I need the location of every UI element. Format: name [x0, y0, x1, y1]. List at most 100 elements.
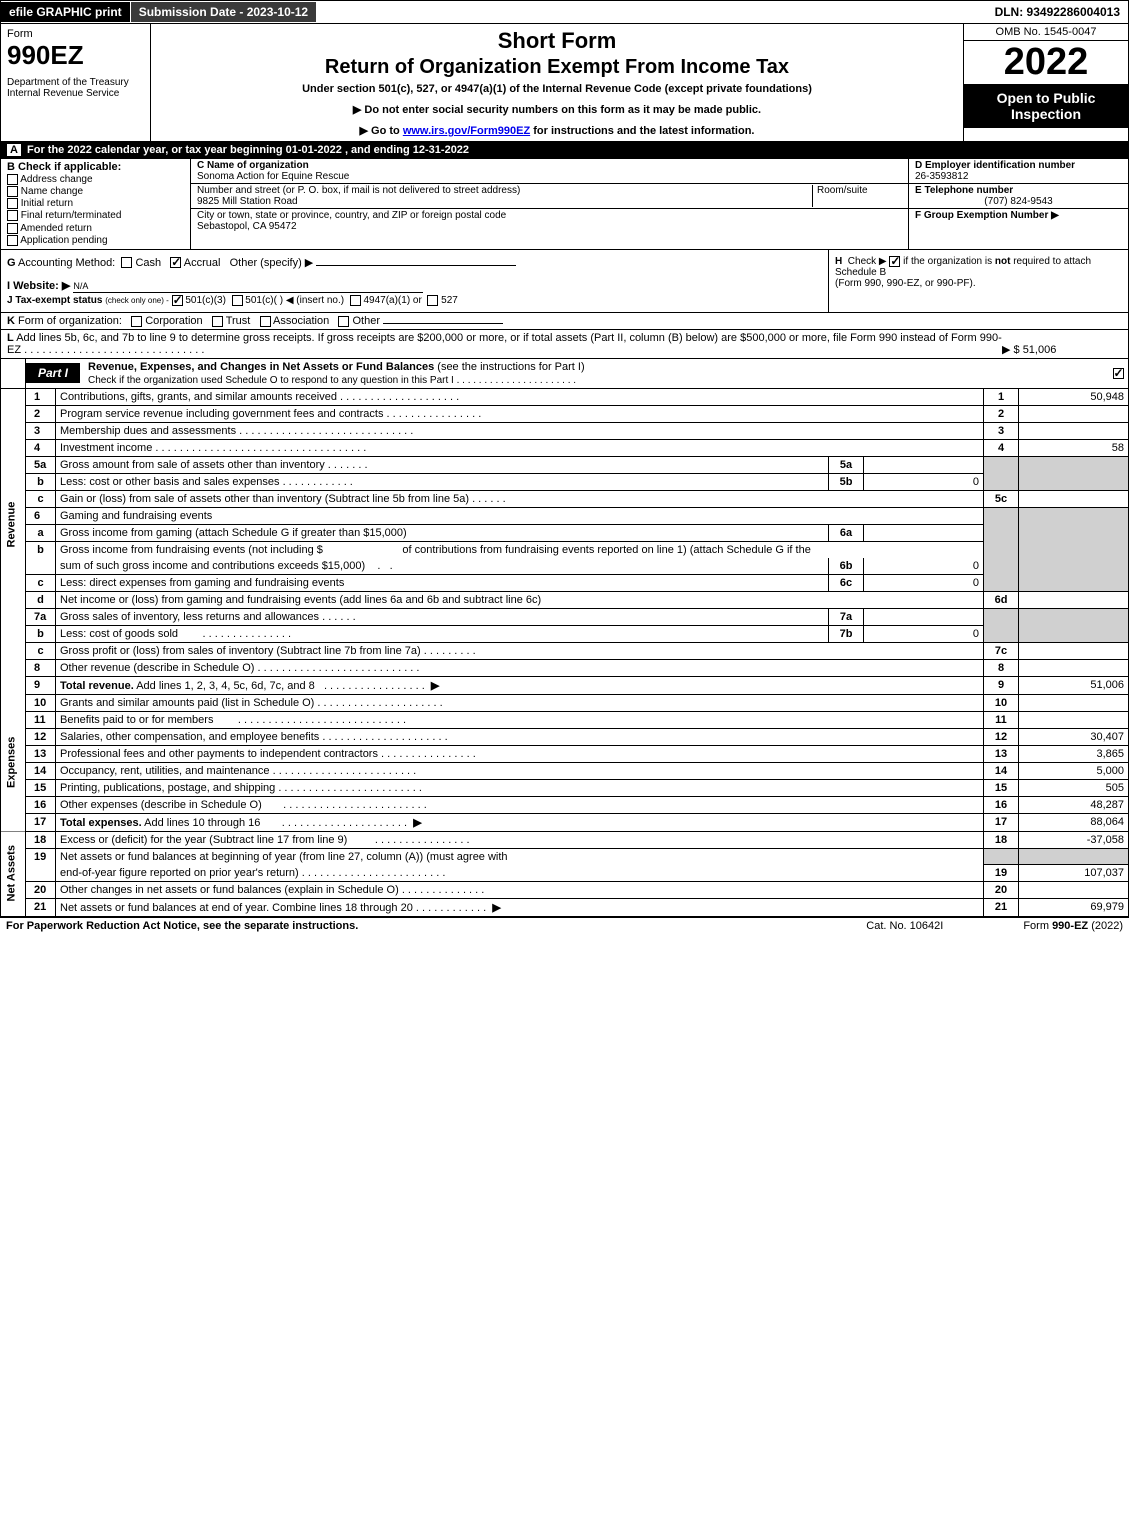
g-text: Accounting Method:	[18, 257, 115, 269]
c-city-label: City or town, state or province, country…	[197, 210, 506, 221]
form-title: Return of Organization Exempt From Incom…	[159, 56, 955, 79]
part-i-sub: Check if the organization used Schedule …	[88, 375, 454, 386]
efile-label[interactable]: efile GRAPHIC print	[1, 2, 130, 22]
footer-cat: Cat. No. 10642I	[866, 920, 943, 932]
header-right: OMB No. 1545-0047 2022 Open to Public In…	[963, 24, 1128, 141]
row-6b-2: sum of such gross income and contributio…	[1, 558, 1129, 575]
chk-501c3[interactable]	[172, 295, 183, 306]
row-10: Expenses 10 Grants and similar amounts p…	[1, 694, 1129, 711]
part-i-note: (see the instructions for Part I)	[437, 361, 584, 373]
part-i-header: Part I Revenue, Expenses, and Changes in…	[0, 359, 1129, 389]
dept-label: Department of the Treasury Internal Reve…	[7, 77, 144, 99]
section-gh: G Accounting Method: Cash Accrual Other …	[0, 250, 1129, 313]
header-center: Short Form Return of Organization Exempt…	[151, 24, 963, 141]
irs-link[interactable]: www.irs.gov/Form990EZ	[403, 125, 530, 137]
part-i-title: Revenue, Expenses, and Changes in Net As…	[88, 361, 434, 373]
row-19a: 19 Net assets or fund balances at beginn…	[1, 848, 1129, 865]
col-d: D Employer identification number 26-3593…	[908, 159, 1128, 249]
i-label: I	[7, 280, 10, 292]
row-6: 6 Gaming and fundraising events	[1, 507, 1129, 524]
b-hdr: Check if applicable:	[18, 161, 121, 173]
room-label: Room/suite	[817, 185, 868, 196]
line-g: G Accounting Method: Cash Accrual Other …	[7, 256, 822, 269]
chk-assoc[interactable]	[260, 316, 271, 327]
chk-initial-return[interactable]: Initial return	[7, 198, 184, 209]
chk-527[interactable]	[427, 295, 438, 306]
gross-receipts: ▶ $ 51,006	[1002, 343, 1122, 356]
tel-value: (707) 824-9543	[915, 196, 1122, 207]
org-city: Sebastopol, CA 95472	[197, 221, 297, 232]
chk-corp[interactable]	[131, 316, 142, 327]
row-6c: c Less: direct expenses from gaming and …	[1, 574, 1129, 591]
chk-amended-return[interactable]: Amended return	[7, 223, 184, 234]
expenses-label: Expenses	[1, 694, 26, 831]
submission-date: Submission Date - 2023-10-12	[130, 1, 317, 23]
row-3: 3 Membership dues and assessments . . . …	[1, 422, 1129, 439]
row-13: 13 Professional fees and other payments …	[1, 745, 1129, 762]
footer-right: Form 990-EZ (2022)	[1023, 920, 1123, 932]
ein-value: 26-3593812	[915, 171, 968, 182]
chk-schedule-b[interactable]	[889, 256, 900, 267]
j-text: Tax-exempt status	[15, 295, 102, 306]
row-9: 9 Total revenue. Add lines 1, 2, 3, 4, 5…	[1, 676, 1129, 694]
chk-cash[interactable]	[121, 257, 132, 268]
c-addr-label: Number and street (or P. O. box, if mail…	[197, 185, 520, 196]
chk-address-change[interactable]: Address change	[7, 174, 184, 185]
footer-left: For Paperwork Reduction Act Notice, see …	[6, 920, 866, 932]
row-16: 16 Other expenses (describe in Schedule …	[1, 796, 1129, 813]
chk-other-org[interactable]	[338, 316, 349, 327]
chk-final-return[interactable]: Final return/terminated	[7, 210, 184, 221]
row-12: 12 Salaries, other compensation, and emp…	[1, 728, 1129, 745]
line-a: A For the 2022 calendar year, or tax yea…	[0, 142, 1129, 159]
form-label: Form	[7, 28, 144, 40]
line-a-text: For the 2022 calendar year, or tax year …	[27, 144, 469, 156]
row-7b: b Less: cost of goods sold . . . . . . .…	[1, 625, 1129, 642]
row-7c: c Gross profit or (loss) from sales of i…	[1, 642, 1129, 659]
page-footer: For Paperwork Reduction Act Notice, see …	[0, 917, 1129, 934]
revenue-label: Revenue	[1, 389, 26, 660]
line-j: J Tax-exempt status (check only one) - 5…	[7, 295, 822, 306]
row-5b: b Less: cost or other basis and sales ex…	[1, 473, 1129, 490]
h-label: H	[835, 256, 842, 267]
link-post: for instructions and the latest informat…	[530, 125, 754, 137]
line-k: K Form of organization: Corporation Trus…	[0, 313, 1129, 330]
line-a-label: A	[7, 144, 21, 156]
row-11: 11 Benefits paid to or for members . . .…	[1, 711, 1129, 728]
row-6b-1: b Gross income from fundraising events (…	[1, 541, 1129, 558]
row-7a: 7a Gross sales of inventory, less return…	[1, 608, 1129, 625]
row-6d: d Net income or (loss) from gaming and f…	[1, 591, 1129, 608]
row-17: 17 Total expenses. Add lines 10 through …	[1, 813, 1129, 831]
short-form-title: Short Form	[159, 28, 955, 54]
chk-4947[interactable]	[350, 295, 361, 306]
omb-number: OMB No. 1545-0047	[964, 24, 1128, 41]
chk-accrual[interactable]	[170, 257, 181, 268]
f-grp-label: F Group Exemption Number ▶	[915, 210, 1059, 221]
part-i-table: Revenue 1 Contributions, gifts, grants, …	[0, 389, 1129, 918]
form-number: 990EZ	[7, 40, 144, 71]
link-pre: ▶ Go to	[360, 125, 403, 137]
j-label: J	[7, 295, 13, 306]
website-value: N/A	[73, 281, 88, 291]
chk-name-change[interactable]: Name change	[7, 186, 184, 197]
g-label: G	[7, 257, 16, 269]
e-tel-label: E Telephone number	[915, 185, 1013, 196]
chk-schedule-o[interactable]	[1113, 368, 1124, 379]
c-name-label: C Name of organization	[197, 160, 309, 171]
line-i: I Website: ▶ N/A	[7, 279, 822, 293]
chk-application-pending[interactable]: Application pending	[7, 235, 184, 246]
dln-label: DLN: 93492286004013	[987, 2, 1128, 22]
org-name: Sonoma Action for Equine Rescue	[197, 171, 349, 182]
header-left: Form 990EZ Department of the Treasury In…	[1, 24, 151, 141]
chk-501c[interactable]	[232, 295, 243, 306]
form-subtitle: Under section 501(c), 527, or 4947(a)(1)…	[159, 83, 955, 95]
row-21: 21 Net assets or fund balances at end of…	[1, 899, 1129, 917]
chk-trust[interactable]	[212, 316, 223, 327]
form-note: ▶ Do not enter social security numbers o…	[159, 103, 955, 116]
form-link-line: ▶ Go to www.irs.gov/Form990EZ for instru…	[159, 124, 955, 137]
col-c: C Name of organization Sonoma Action for…	[191, 159, 908, 249]
row-20: 20 Other changes in net assets or fund b…	[1, 882, 1129, 899]
line-h: H Check ▶ if the organization is not req…	[835, 256, 1122, 289]
line-l: L Add lines 5b, 6c, and 7b to line 9 to …	[0, 330, 1129, 359]
row-18: Net Assets 18 Excess or (deficit) for th…	[1, 831, 1129, 848]
i-text: Website: ▶	[13, 280, 70, 292]
